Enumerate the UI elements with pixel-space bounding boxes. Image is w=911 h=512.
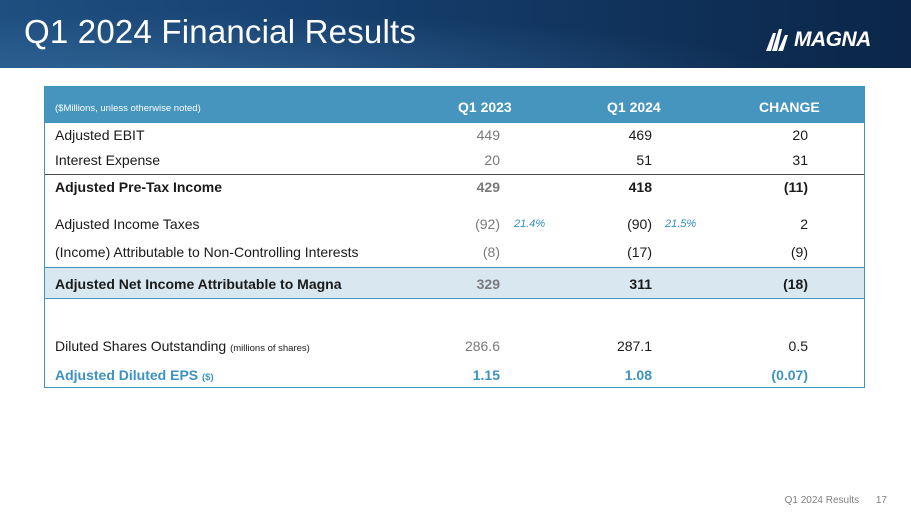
row-label: (Income) Attributable to Non-Controlling… [55,244,359,260]
row-label: Adjusted EBIT [55,127,145,143]
value-q1-2024: 469 [628,127,652,143]
value-change: 31 [792,152,808,168]
row-divider [45,174,864,175]
financial-results-table: ($Millions, unless otherwise noted) Q1 2… [44,86,865,388]
value-change: (11) [783,179,808,195]
table-row: Adjusted Net Income Attributable to Magn… [45,276,864,296]
value-q1-2024: 418 [628,179,652,195]
logo-wordmark: MAGNA [794,28,871,51]
value-change: 0.5 [788,338,808,354]
value-q1-2024: (90) [627,216,652,232]
value-q1-2024: (17) [627,244,652,260]
units-note: ($Millions, unless otherwise noted) [55,103,201,114]
value-q1-2023: (8) [482,244,500,260]
row-label-text: Adjusted Diluted EPS [55,367,199,383]
value-q1-2023: 1.15 [472,367,500,383]
value-q1-2024: 51 [636,152,652,168]
row-label-note: ($) [202,372,214,383]
table-row: Interest Expense 20 51 31 [45,152,864,172]
value-q1-2023: 329 [476,276,500,292]
row-label: Interest Expense [55,152,161,168]
value-change: 20 [792,127,808,143]
table-row: Adjusted Diluted EPS ($) 1.15 1.08 (0.07… [45,367,864,387]
highlight-band [45,267,864,299]
column-header-q1-2023: Q1 2023 [458,99,512,115]
row-label: Diluted Shares Outstanding (millions of … [55,338,310,354]
row-label: Adjusted Diluted EPS ($) [55,367,214,383]
magna-logo-icon [766,29,788,51]
row-label: Adjusted Income Taxes [55,216,200,232]
value-q1-2024: 287.1 [616,338,652,354]
value-q1-2023: 429 [476,179,500,195]
value-change: (9) [790,244,808,260]
value-change: 2 [800,216,808,232]
page-number: 17 [875,495,887,506]
tax-rate-q1-2023: 21.4% [514,218,546,230]
header-banner: Q1 2024 Financial Results MAGNA [0,0,911,68]
row-label-text: Diluted Shares Outstanding [55,338,227,354]
value-q1-2023: 20 [484,152,500,168]
value-q1-2024: 1.08 [624,367,652,383]
table-row: Adjusted Income Taxes (92) 21.4% (90) 21… [45,216,864,236]
table-row: Diluted Shares Outstanding (millions of … [45,338,864,358]
row-label-note: (millions of shares) [230,343,310,354]
tax-rate-q1-2024: 21.5% [665,218,697,230]
column-header-change: CHANGE [759,99,820,115]
value-q1-2023: 286.6 [464,338,500,354]
magna-logo: MAGNA [766,28,871,52]
value-q1-2023: 449 [476,127,500,143]
slide-footer: Q1 2024 Results 17 [771,495,887,506]
table-header: ($Millions, unless otherwise noted) Q1 2… [45,87,864,123]
table-row: (Income) Attributable to Non-Controlling… [45,244,864,264]
value-change: (0.07) [771,367,808,383]
row-label: Adjusted Pre-Tax Income [55,179,223,195]
column-header-q1-2024: Q1 2024 [607,99,661,115]
table-row: Adjusted EBIT 449 469 20 [45,127,864,147]
value-change: (18) [783,276,808,292]
value-q1-2023: (92) [475,216,500,232]
page-title: Q1 2024 Financial Results [24,13,417,50]
row-label: Adjusted Net Income Attributable to Magn… [55,276,342,292]
footer-label: Q1 2024 Results [784,495,860,506]
table-row: Adjusted Pre-Tax Income 429 418 (11) [45,179,864,199]
value-q1-2024: 311 [629,276,652,292]
